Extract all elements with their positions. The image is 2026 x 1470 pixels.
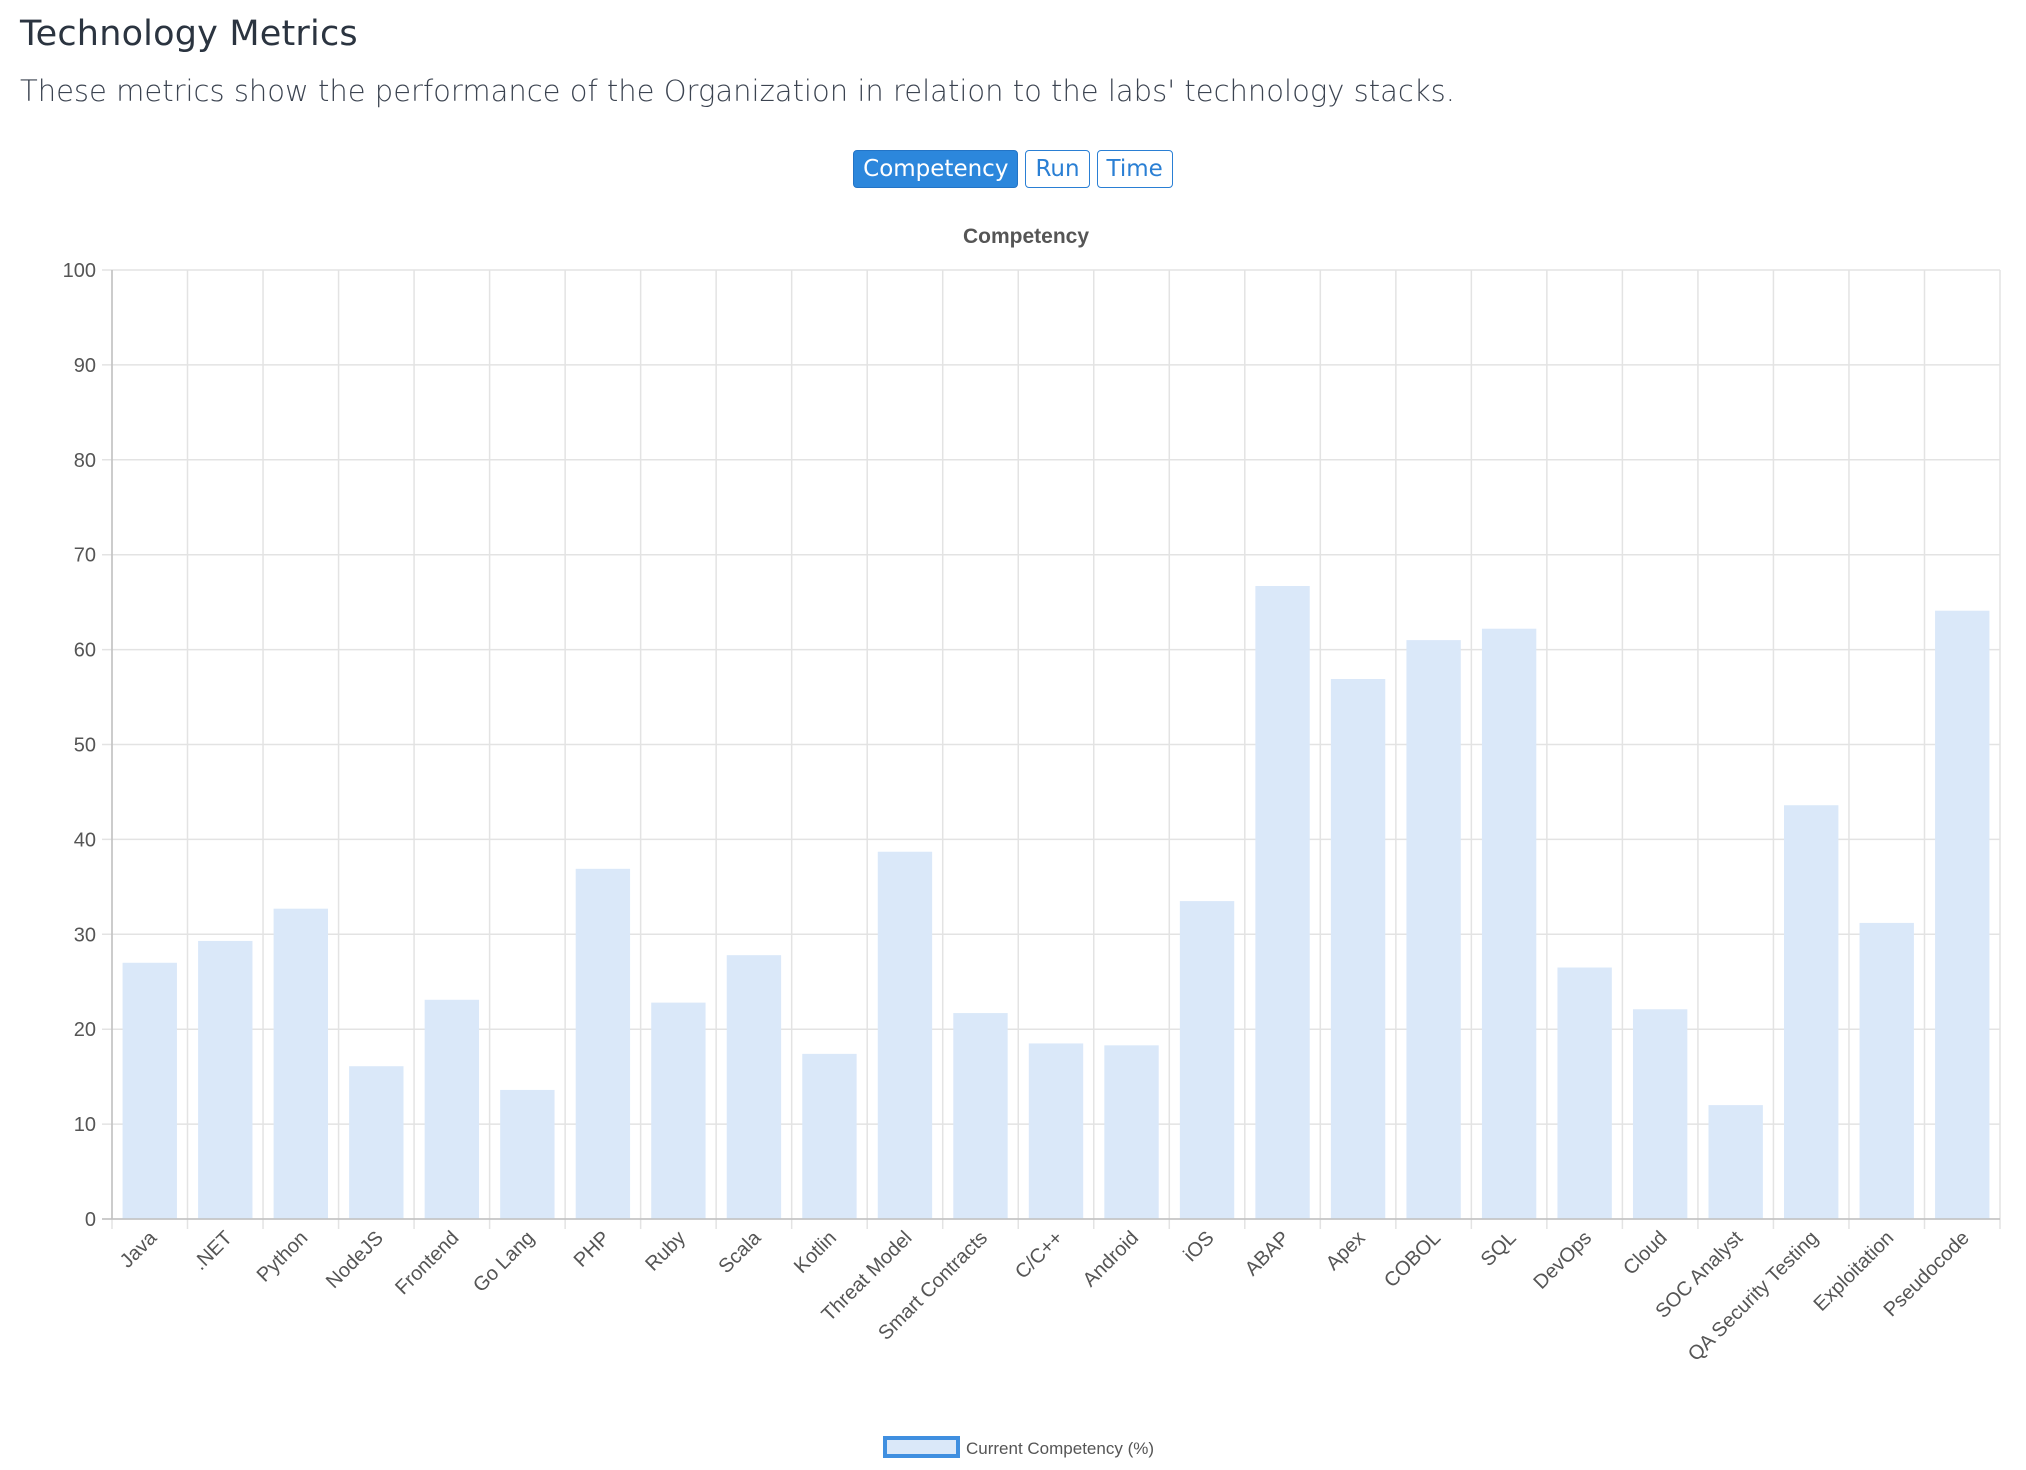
time-toggle-button[interactable]: Time <box>1096 150 1173 188</box>
x-tick-label: C/C++ <box>1011 1227 1067 1283</box>
bar-pseudocode[interactable] <box>1935 610 1990 1219</box>
bar-threat-model[interactable] <box>877 851 933 1219</box>
y-tick-label: 70 <box>74 545 96 567</box>
chart-legend[interactable]: Current Competency (%) <box>883 1436 1154 1458</box>
page-title: Technology Metrics <box>20 14 358 54</box>
legend-label: Current Competency (%) <box>966 1439 1154 1458</box>
bar-cobol[interactable] <box>1406 640 1461 1219</box>
x-tick-label: QA Security Testing <box>1684 1227 1823 1366</box>
bar-android[interactable] <box>1104 1045 1159 1219</box>
y-tick-label: 40 <box>74 829 96 851</box>
bar-java[interactable] <box>122 962 177 1219</box>
x-tick-label: Kotlin <box>790 1227 841 1278</box>
competency-bar-chart: Competency 0 10 20 30 40 50 60 70 80 90 100 Java .NE… <box>63 225 2001 1458</box>
x-tick-label: COBOL <box>1380 1227 1445 1292</box>
y-tick-label: 100 <box>63 260 96 282</box>
bar-go-lang[interactable] <box>500 1089 555 1219</box>
x-tick-label: DevOps <box>1530 1227 1597 1294</box>
x-tick-label: NodeJS <box>322 1227 388 1293</box>
y-tick-label: 60 <box>74 640 96 662</box>
bar-devops[interactable] <box>1557 967 1612 1219</box>
bar-layer <box>122 586 1990 1219</box>
bar-qa-security-testing[interactable] <box>1784 805 1839 1219</box>
run-toggle-button[interactable]: Run <box>1025 150 1090 188</box>
bar-abap[interactable] <box>1255 586 1310 1219</box>
x-tick-label: Ruby <box>641 1227 690 1276</box>
bar-cloud[interactable] <box>1632 1009 1688 1219</box>
x-tick-label: Python <box>253 1227 313 1287</box>
x-tick-label: Frontend <box>391 1227 463 1299</box>
y-tick-label: 20 <box>74 1019 96 1041</box>
bar-apex[interactable] <box>1330 679 1386 1219</box>
x-tick-label: .NET <box>189 1227 237 1275</box>
bar-frontend[interactable] <box>424 999 480 1219</box>
bar-ios[interactable] <box>1179 901 1235 1219</box>
bar-soc-analyst[interactable] <box>1708 1105 1763 1219</box>
x-tick-label: Cloud <box>1619 1227 1672 1280</box>
x-tick-label: iOS <box>1179 1227 1218 1266</box>
bar-nodejs[interactable] <box>349 1066 404 1219</box>
chart-title: Competency <box>963 225 1089 248</box>
metric-toggle-group: Competency Run Time <box>0 150 2026 188</box>
legend-swatch <box>883 1436 960 1458</box>
bar--net[interactable] <box>198 940 253 1219</box>
y-tick-label: 0 <box>85 1209 96 1231</box>
x-tick-label: Go Lang <box>469 1227 539 1297</box>
competency-toggle-button[interactable]: Competency <box>853 150 1019 188</box>
y-tick-label: 80 <box>74 450 96 472</box>
bar-scala[interactable] <box>726 955 782 1219</box>
bar-sql[interactable] <box>1481 628 1537 1219</box>
x-tick-label: Java <box>116 1226 162 1272</box>
bar-exploitation[interactable] <box>1859 922 1914 1219</box>
bar-kotlin[interactable] <box>802 1053 857 1219</box>
bar-ruby[interactable] <box>651 1002 706 1219</box>
bar-python[interactable] <box>273 908 328 1219</box>
y-tick-label: 10 <box>74 1114 96 1136</box>
x-tick-label: ABAP <box>1241 1227 1294 1280</box>
x-tick-label: Android <box>1079 1227 1143 1291</box>
page-description: These metrics show the performance of th… <box>20 74 1455 108</box>
x-tick-label: PHP <box>570 1227 615 1272</box>
x-tick-label: SQL <box>1477 1227 1521 1271</box>
bar-smart-contracts[interactable] <box>953 1013 1008 1219</box>
y-tick-label: 30 <box>74 924 96 946</box>
x-tick-label: Apex <box>1322 1227 1370 1275</box>
y-tick-label: 90 <box>74 355 96 377</box>
y-tick-label: 50 <box>74 735 96 757</box>
bar-c-c-[interactable] <box>1028 1043 1084 1219</box>
x-tick-label: Scala <box>715 1226 767 1278</box>
bar-php[interactable] <box>575 868 631 1219</box>
